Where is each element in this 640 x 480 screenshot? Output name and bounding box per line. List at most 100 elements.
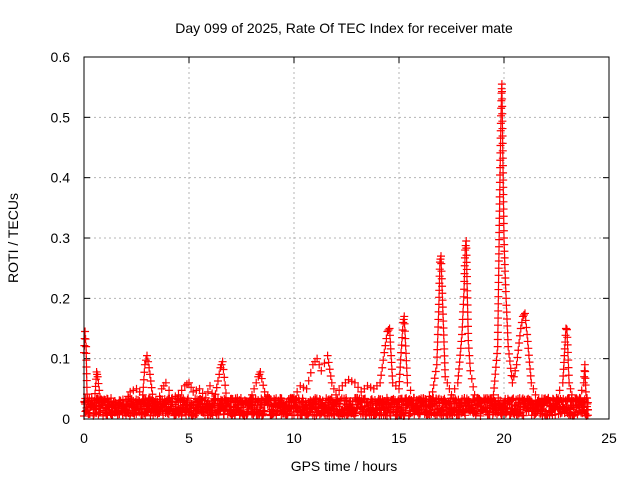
y-tick-label: 0.1	[51, 351, 71, 367]
data-point	[494, 278, 503, 287]
data-point	[211, 390, 220, 399]
data-point	[259, 381, 268, 390]
y-tick-label: 0	[62, 411, 70, 427]
data-point	[387, 351, 396, 360]
data-point	[577, 386, 586, 395]
data-point	[500, 260, 509, 269]
y-tick-labels: 0 0.1 0.2 0.3 0.4 0.5 0.6	[51, 49, 71, 427]
data-point	[523, 337, 532, 346]
data-point	[437, 259, 446, 268]
data-point	[293, 387, 302, 396]
data-point	[379, 356, 388, 365]
data-point	[491, 363, 500, 372]
data-point	[140, 368, 149, 377]
data-point	[555, 386, 564, 395]
data-point	[490, 383, 499, 392]
data-point	[198, 389, 207, 398]
data-point	[252, 378, 261, 387]
data-point	[440, 344, 449, 353]
data-point	[151, 398, 160, 407]
data-point	[464, 322, 472, 331]
baseline-point	[551, 401, 560, 410]
data-point	[581, 381, 590, 390]
data-point	[498, 131, 507, 140]
data-point	[213, 376, 222, 385]
x-tick-labels: 0 5 10 15 20 25	[80, 430, 617, 446]
data-point	[494, 292, 503, 301]
data-point	[564, 363, 573, 372]
baseline-point	[307, 404, 316, 413]
data-points	[80, 80, 592, 420]
data-point	[455, 365, 463, 374]
data-point	[434, 322, 443, 331]
data-point	[503, 315, 511, 324]
data-point	[311, 357, 319, 366]
data-point	[402, 356, 411, 365]
baseline-point	[471, 411, 480, 420]
data-point	[332, 390, 340, 399]
data-point	[395, 377, 404, 386]
data-point	[201, 393, 210, 402]
data-point	[497, 87, 506, 96]
data-point	[458, 322, 467, 331]
data-point	[514, 346, 523, 355]
data-point	[522, 323, 531, 332]
baseline-point	[519, 411, 528, 420]
data-point	[396, 363, 405, 372]
data-point	[455, 358, 464, 367]
data-point	[428, 387, 437, 396]
data-point	[564, 371, 573, 380]
data-point	[473, 393, 482, 402]
data-point	[385, 331, 394, 340]
x-tick-label: 20	[496, 430, 512, 446]
data-point	[463, 293, 472, 302]
baseline-point	[243, 408, 252, 417]
data-point	[306, 368, 315, 377]
data-point	[447, 390, 456, 399]
data-point	[495, 228, 504, 237]
data-point	[187, 383, 196, 392]
data-point	[495, 242, 504, 251]
data-point	[155, 392, 164, 401]
data-point	[493, 328, 502, 337]
data-point	[563, 333, 572, 342]
data-point	[94, 379, 103, 388]
data-point	[396, 355, 405, 364]
data-point	[523, 330, 532, 339]
data-point	[572, 395, 581, 404]
data-point	[493, 321, 502, 330]
data-point	[403, 371, 412, 380]
data-point	[580, 366, 589, 375]
data-point	[108, 402, 117, 411]
data-point	[255, 370, 264, 379]
data-point	[502, 294, 511, 303]
data-point	[387, 365, 396, 374]
data-point	[498, 124, 507, 133]
data-point	[119, 399, 128, 408]
data-point	[103, 401, 112, 410]
data-point	[494, 271, 503, 280]
data-point	[425, 392, 434, 401]
data-point	[433, 345, 442, 354]
data-point	[440, 365, 449, 374]
data-point	[503, 321, 512, 330]
data-point	[498, 139, 507, 148]
data-point	[372, 381, 381, 390]
data-point	[466, 366, 475, 375]
data-point	[360, 384, 369, 393]
data-point	[519, 310, 528, 319]
data-point	[498, 94, 507, 103]
data-point	[242, 398, 251, 407]
data-point	[462, 244, 471, 253]
data-point	[512, 360, 521, 369]
data-point	[263, 392, 272, 401]
data-point	[463, 301, 472, 310]
baseline-point	[472, 407, 481, 416]
data-point	[92, 375, 101, 384]
data-point	[494, 306, 503, 315]
baseline-point	[503, 403, 512, 412]
data-point	[250, 384, 259, 393]
data-point	[432, 360, 441, 369]
data-point	[503, 328, 512, 337]
data-point	[561, 331, 570, 340]
